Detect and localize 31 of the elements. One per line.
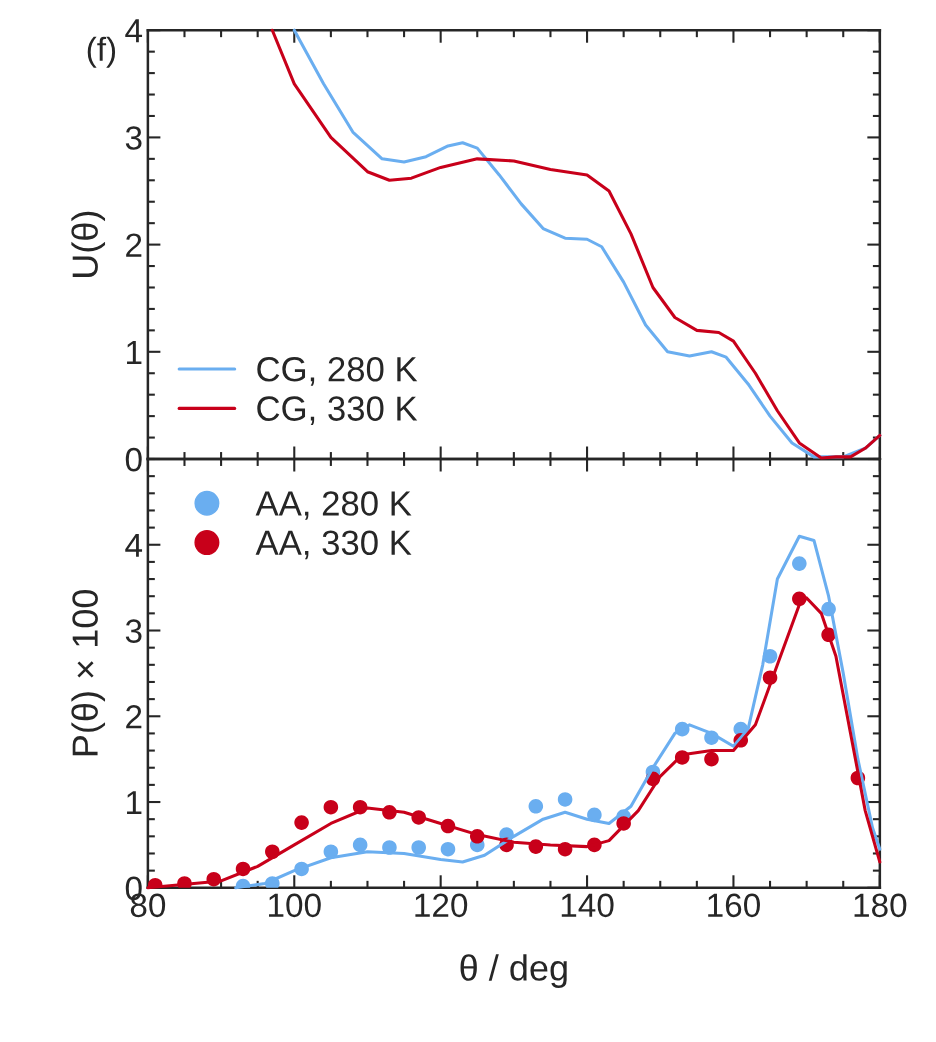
point: [440, 841, 456, 857]
y-tick-label: 1: [127, 791, 142, 815]
legend-label: AA, 330 K: [255, 530, 412, 560]
y-tick-label: 2: [126, 705, 142, 729]
point: [528, 799, 544, 814]
x-tick-label: 160: [708, 893, 760, 918]
y-tick-label: 3: [125, 619, 142, 643]
y-axis-title: P(θ) × 100: [71, 589, 106, 756]
point: [352, 837, 368, 853]
legend-label: AA, 280 K: [255, 491, 412, 520]
y-axis-title: U(θ): [71, 211, 106, 277]
y-tick-label: 3: [125, 126, 142, 150]
point: [792, 556, 807, 571]
legend-label: CG, 330 K: [257, 396, 418, 425]
legend-label: CG, 280 K: [257, 356, 418, 386]
y-tick-label: 4: [125, 19, 143, 43]
y-tick-label: 0: [125, 447, 142, 472]
x-tick-label: 180: [854, 893, 907, 918]
point: [411, 840, 426, 855]
y-tick-label: 2: [126, 233, 142, 257]
point: [704, 751, 719, 767]
x-tick-label: 120: [415, 893, 468, 918]
point: [323, 799, 339, 815]
text: (f): [87, 36, 116, 68]
y-tick-label: 4: [125, 533, 143, 557]
x-tick-label: 140: [561, 893, 614, 918]
point: [294, 815, 309, 830]
x-axis-title: θ / deg: [460, 954, 567, 988]
point: [557, 792, 573, 807]
y-tick-label: 1: [127, 340, 142, 364]
x-tick-label: 100: [269, 893, 321, 918]
